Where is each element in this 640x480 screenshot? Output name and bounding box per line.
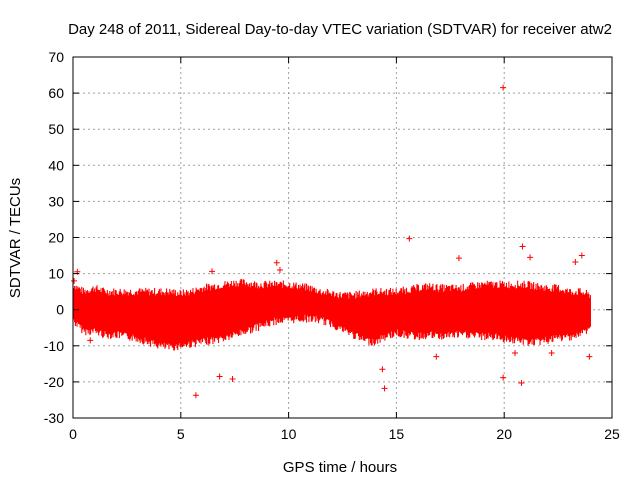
outlier-point [381,385,388,392]
x-tick-label: 15 [389,426,405,442]
x-tick-label: 25 [604,426,620,442]
chart-title: Day 248 of 2011, Sidereal Day-to-day VTE… [68,21,612,38]
outlier-point [229,376,236,383]
grid-lines [73,57,612,418]
axes: 0 5 10 15 20 25 -30 -20 -10 0 10 20 30 40 50 60 70 [44,49,620,442]
outlier-point [518,379,525,386]
outlier-point [511,350,518,357]
outlier-point [578,252,585,259]
outlier-point [273,259,280,266]
outlier-point [519,243,526,250]
x-tick-label: 10 [281,426,297,442]
outlier-point [500,374,507,381]
outlier-point [433,353,440,360]
outlier-point [209,268,216,275]
outlier-point [527,254,534,261]
outlier-point [548,350,555,357]
y-tick-label: 50 [48,121,64,137]
outlier-point [379,366,386,373]
y-tick-label: 30 [48,193,64,209]
y-tick-label: 20 [48,230,64,246]
y-tick-label: 10 [48,266,64,282]
outlier-point [87,337,94,344]
y-tick-label: -20 [44,374,64,390]
outlier-point [71,277,78,284]
y-axis-label: SDTVAR / TECUs [7,178,24,298]
y-tick-label: -10 [44,338,64,354]
outlier-point [406,235,413,242]
y-tick-label: 70 [48,49,64,65]
outlier-point [276,266,283,273]
x-axis-label: GPS time / hours [283,459,397,476]
outlier-point [192,392,199,399]
y-tick-label: 0 [56,302,64,318]
outlier-point [586,353,593,360]
y-tick-label: 40 [48,157,64,173]
y-tick-label: -30 [44,410,64,426]
x-tick-label: 20 [496,426,512,442]
outlier-point [216,373,223,380]
x-tick-label: 5 [177,426,185,442]
outlier-point [455,255,462,262]
outlier-point [572,259,579,266]
outlier-point [500,84,507,91]
y-tick-label: 60 [48,85,64,101]
x-tick-label: 0 [69,426,77,442]
